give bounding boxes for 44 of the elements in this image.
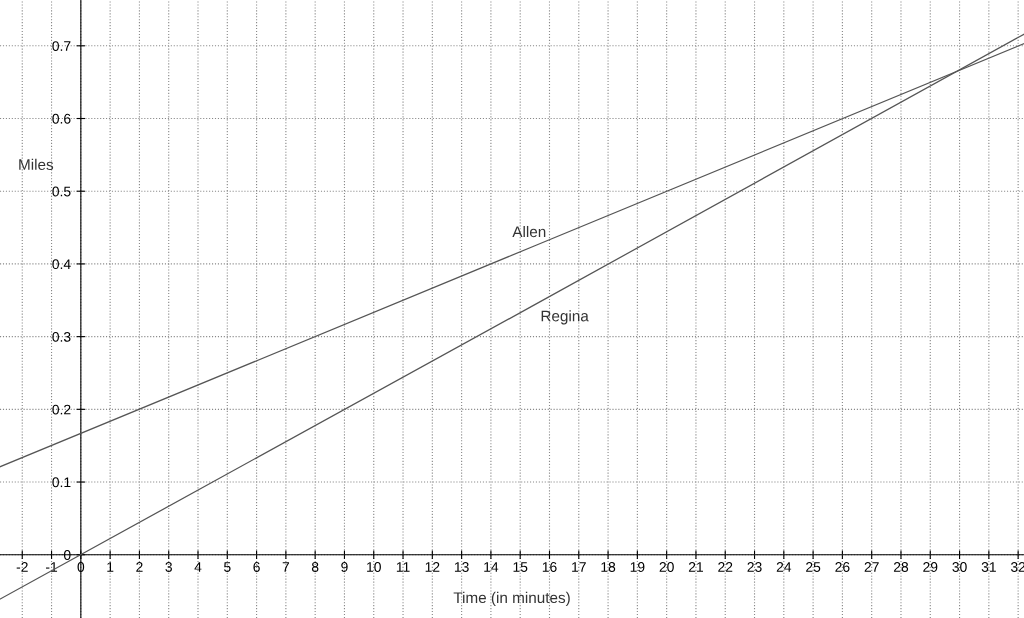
- y-tick-label: 0.7: [52, 41, 71, 51]
- y-tick-label: 0.4: [52, 259, 71, 270]
- x-tick-label: 6: [253, 562, 260, 572]
- x-tick-label: 15: [513, 562, 528, 572]
- x-tick-label: 28: [893, 562, 909, 572]
- y-tick-label: 0.5: [52, 186, 71, 197]
- x-tick-label: 21: [688, 562, 703, 572]
- x-tick-label: 11: [396, 562, 410, 572]
- x-tick-label: 19: [630, 562, 645, 572]
- x-tick-label: 23: [747, 562, 762, 572]
- x-tick-label: 31: [981, 562, 996, 572]
- y-tick-label: 0.6: [52, 113, 71, 124]
- x-tick-label: 29: [923, 562, 938, 572]
- x-tick-label: 20: [659, 562, 674, 572]
- x-tick-label: 9: [341, 562, 348, 572]
- x-axis-title: Time (in minutes): [453, 591, 570, 607]
- y-tick-label: 0.3: [52, 331, 71, 342]
- x-tick-label: 14: [484, 562, 499, 572]
- y-tick-label: 0.1: [52, 477, 71, 488]
- x-tick-label: 12: [425, 562, 440, 572]
- x-tick-label: 26: [835, 562, 850, 572]
- series-label: Regina: [541, 310, 589, 325]
- x-tick-label: -2: [16, 562, 28, 572]
- x-tick-label: -1: [45, 562, 58, 572]
- y-axis-title: Miles: [19, 158, 54, 171]
- x-tick-label: 30: [952, 562, 967, 572]
- x-tick-label: 1: [107, 562, 114, 572]
- x-tick-label: 27: [864, 562, 879, 572]
- x-tick-label: 10: [367, 562, 381, 572]
- x-tick-label: 5: [223, 562, 231, 572]
- x-tick-label: 2: [136, 562, 143, 572]
- x-tick-label: 8: [311, 562, 319, 572]
- x-tick-label: 4: [194, 562, 202, 572]
- x-tick-label: 13: [454, 562, 469, 572]
- series-label: Allen: [512, 225, 546, 238]
- x-tick-label: 25: [806, 562, 821, 572]
- x-tick-label: 16: [542, 562, 557, 572]
- x-tick-label: 24: [776, 562, 792, 572]
- x-tick-label: 3: [165, 562, 172, 572]
- x-tick-label: 22: [718, 562, 733, 572]
- x-tick-label: 7: [282, 562, 290, 572]
- x-tick-label: 18: [601, 562, 616, 572]
- x-tick-label: 17: [572, 562, 586, 572]
- y-tick-label: 0.2: [52, 404, 71, 415]
